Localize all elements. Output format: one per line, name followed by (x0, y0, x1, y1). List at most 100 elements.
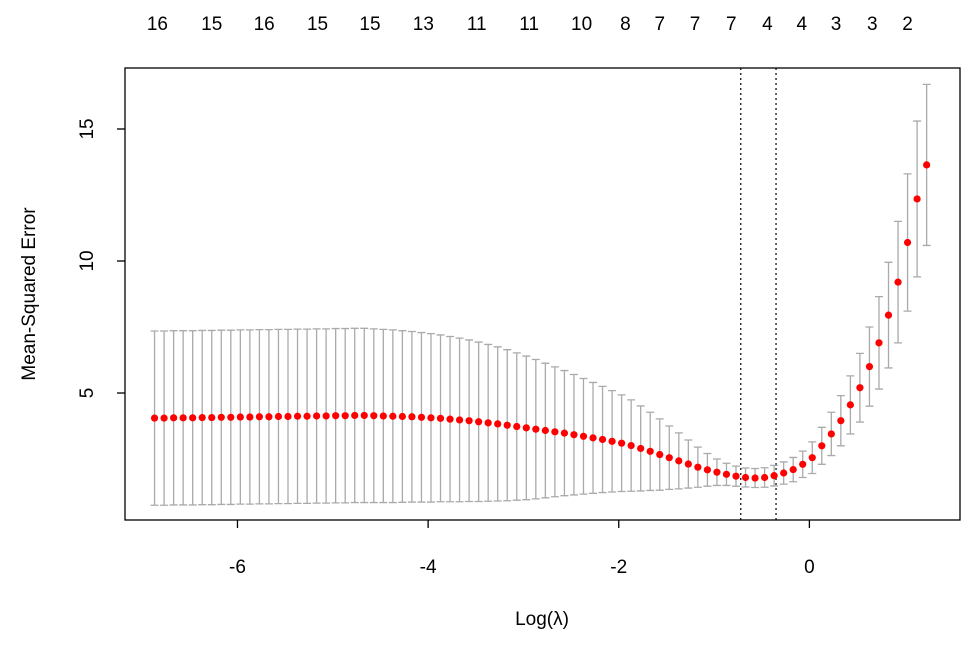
point (884, 311, 893, 319)
plot-frame (124, 67, 961, 521)
point (360, 411, 368, 420)
point (303, 412, 311, 420)
point (398, 412, 406, 421)
point (799, 460, 807, 468)
point (875, 339, 883, 347)
point (780, 469, 788, 477)
top-axis-label: 2 (902, 14, 913, 35)
point (160, 414, 168, 422)
point (903, 238, 912, 247)
point (856, 384, 864, 392)
point (532, 425, 540, 433)
point (513, 422, 521, 431)
point (417, 413, 426, 421)
point (865, 363, 874, 371)
point (551, 428, 559, 436)
top-axis-label: 3 (831, 14, 842, 35)
top-axis-label: 15 (201, 14, 222, 35)
point (608, 437, 616, 445)
top-axis-label: 13 (413, 14, 434, 35)
point (341, 412, 349, 420)
point (694, 463, 702, 471)
point (332, 412, 340, 420)
point (293, 412, 302, 420)
top-axis-label: 16 (147, 14, 168, 35)
top-axis-label: 4 (762, 14, 773, 35)
point (436, 414, 445, 422)
point (370, 412, 378, 420)
top-axis-label: 10 (571, 14, 592, 35)
point (827, 430, 835, 438)
y-tick-label: 15 (77, 118, 98, 139)
point (255, 413, 264, 421)
point (265, 413, 273, 421)
point (760, 473, 769, 482)
top-axis-label: 4 (796, 14, 807, 35)
point (589, 434, 597, 442)
top-axis-label: 8 (620, 14, 631, 35)
point (150, 414, 159, 422)
top-axis-label: 7 (654, 14, 665, 35)
point (675, 457, 683, 465)
point (455, 416, 464, 424)
x-tick-label: 0 (804, 557, 815, 578)
point (732, 472, 740, 480)
point (236, 413, 244, 421)
point (446, 415, 454, 423)
point (684, 460, 692, 468)
point (494, 420, 502, 428)
point (522, 424, 530, 432)
point (837, 417, 845, 425)
point (246, 413, 254, 421)
top-axis-label: 15 (307, 14, 328, 35)
point (627, 441, 635, 450)
top-axis-label: 16 (254, 14, 275, 35)
point (770, 472, 778, 480)
point (465, 417, 473, 425)
point (351, 411, 359, 420)
point (570, 431, 578, 439)
point (389, 412, 397, 420)
point (312, 412, 321, 420)
point (751, 474, 759, 482)
point (846, 401, 854, 409)
point (789, 465, 797, 474)
point (198, 413, 206, 422)
point (713, 468, 721, 476)
point (170, 414, 178, 422)
point (179, 414, 187, 422)
point (274, 412, 283, 421)
point (208, 413, 216, 422)
point (322, 412, 330, 420)
point (189, 414, 197, 422)
point (475, 418, 483, 426)
point (808, 454, 816, 462)
point (637, 444, 645, 453)
point (598, 435, 607, 444)
point (618, 439, 626, 447)
point (894, 278, 902, 286)
point (560, 429, 569, 437)
point (646, 447, 654, 455)
x-tick-label: -6 (229, 557, 246, 578)
point (703, 466, 712, 474)
point (741, 473, 750, 482)
point (656, 450, 664, 459)
point (665, 454, 673, 462)
point (284, 412, 292, 421)
y-tick-label: 5 (77, 388, 98, 399)
point (427, 414, 435, 422)
point (722, 470, 731, 478)
point (379, 412, 387, 420)
point (484, 419, 492, 427)
point (408, 413, 416, 421)
point (227, 413, 235, 421)
x-axis-label: Log(λ) (515, 609, 569, 630)
point (818, 442, 826, 450)
y-tick-label: 10 (77, 250, 98, 271)
point (923, 161, 931, 169)
y-axis-label: Mean-Squared Error (19, 207, 40, 381)
top-axis-label: 3 (867, 14, 878, 35)
x-tick-label: -4 (420, 557, 437, 578)
